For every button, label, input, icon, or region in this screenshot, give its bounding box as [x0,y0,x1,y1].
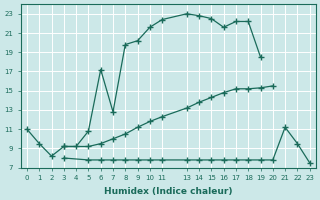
X-axis label: Humidex (Indice chaleur): Humidex (Indice chaleur) [104,187,233,196]
